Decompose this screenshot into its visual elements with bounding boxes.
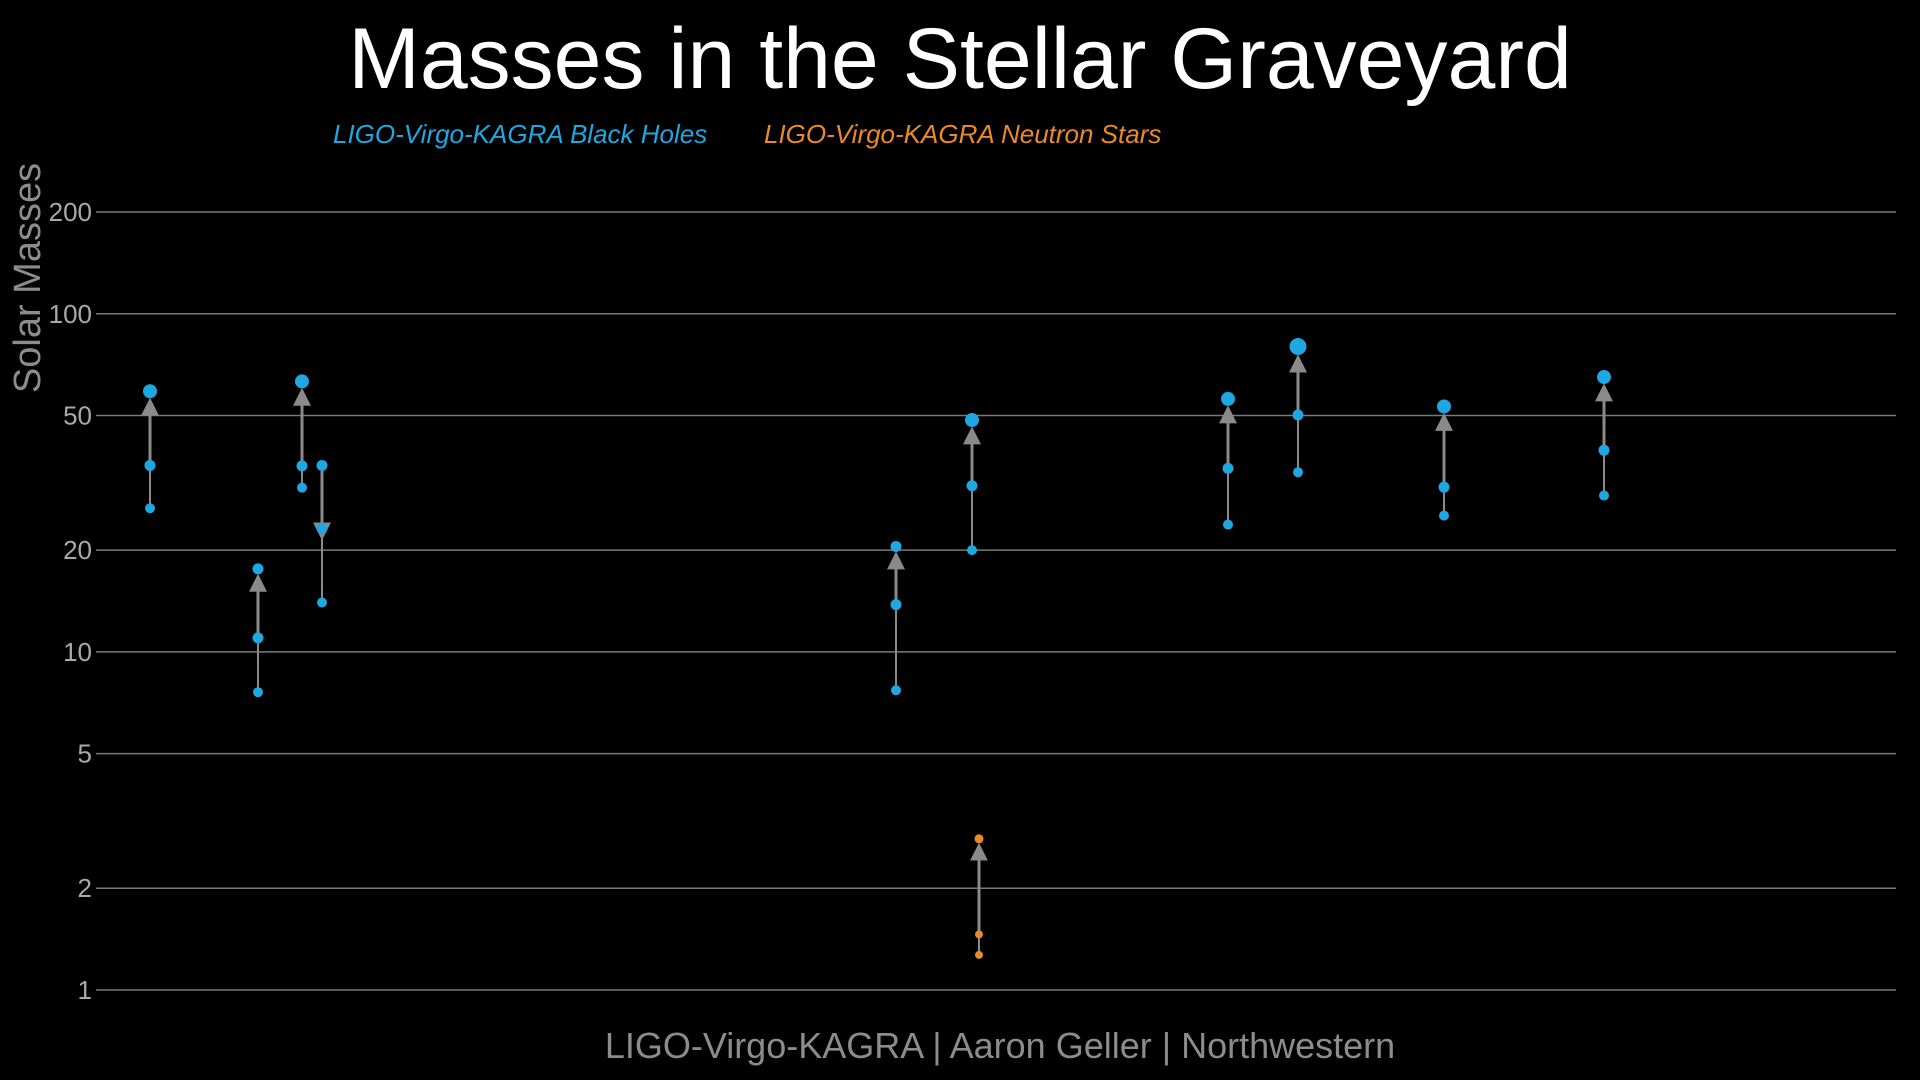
chart-title: Masses in the Stellar Graveyard xyxy=(348,11,1572,107)
remnant-mass-point xyxy=(1597,370,1611,385)
y-tick-label: 2 xyxy=(78,873,92,903)
merger-event xyxy=(293,374,311,493)
secondary-mass-point xyxy=(253,687,263,698)
secondary-mass-point xyxy=(891,685,901,696)
primary-mass-point xyxy=(296,460,308,472)
credit-line: LIGO-Virgo-KAGRA | Aaron Geller | Northw… xyxy=(605,1025,1395,1066)
secondary-mass-point xyxy=(975,950,983,959)
secondary-mass-point xyxy=(967,545,977,556)
primary-mass-point xyxy=(975,930,983,939)
secondary-mass-point xyxy=(1293,467,1303,478)
remnant-mass-point xyxy=(1221,391,1235,406)
primary-mass-point xyxy=(966,480,978,492)
primary-mass-point xyxy=(1598,444,1610,456)
primary-mass-point xyxy=(1222,462,1234,474)
remnant-mass-point xyxy=(890,540,902,552)
secondary-mass-point xyxy=(317,597,327,608)
remnant-mass-point xyxy=(1437,399,1451,414)
merger-event xyxy=(970,834,988,959)
y-tick-label: 200 xyxy=(49,197,92,227)
y-tick-label: 100 xyxy=(49,299,92,329)
legend-black-holes: LIGO-Virgo-KAGRA Black Holes xyxy=(333,119,707,149)
secondary-mass-point xyxy=(1223,519,1233,530)
merger-event xyxy=(1289,338,1307,478)
merger-event xyxy=(887,540,905,696)
legend-neutron-stars: LIGO-Virgo-KAGRA Neutron Stars xyxy=(764,119,1161,149)
y-tick-label: 50 xyxy=(63,401,92,431)
merger-event xyxy=(313,459,331,608)
y-tick-labels: 1 2 5 10 20 50 100 200 xyxy=(49,197,92,1005)
y-axis-label: Solar Masses xyxy=(7,163,49,393)
merger-event xyxy=(1219,391,1237,530)
y-tick-label: 10 xyxy=(63,637,92,667)
secondary-mass-point xyxy=(297,482,307,493)
merger-event xyxy=(1435,399,1453,521)
remnant-mass-point xyxy=(1289,338,1307,356)
y-tick-label: 5 xyxy=(78,739,92,769)
gridlines xyxy=(96,211,1896,991)
primary-mass-point xyxy=(316,459,328,471)
remnant-mass-point xyxy=(143,384,157,399)
primary-mass-point xyxy=(890,599,902,611)
merger-event xyxy=(1595,370,1613,501)
y-tick-label: 20 xyxy=(63,535,92,565)
primary-mass-point xyxy=(1438,481,1450,493)
remnant-mass-point xyxy=(295,374,309,389)
remnant-mass-point xyxy=(974,834,984,844)
y-tick-label: 1 xyxy=(78,975,92,1005)
primary-mass-point xyxy=(252,632,264,644)
remnant-mass-point xyxy=(316,522,328,534)
merger-event xyxy=(249,563,267,698)
secondary-mass-point xyxy=(1599,490,1609,501)
remnant-mass-point xyxy=(965,413,979,428)
merger-event xyxy=(963,413,981,556)
secondary-mass-point xyxy=(1439,510,1449,521)
primary-mass-point xyxy=(144,459,156,471)
secondary-mass-point xyxy=(145,503,155,514)
remnant-mass-point xyxy=(252,563,264,575)
primary-mass-point xyxy=(1292,409,1304,421)
merger-event xyxy=(141,384,159,514)
merger-marks xyxy=(141,338,1613,959)
